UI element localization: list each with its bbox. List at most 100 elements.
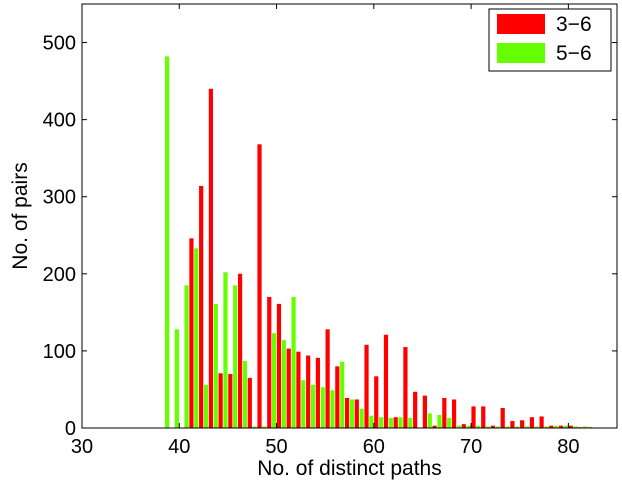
- bar-5-6-x67: [437, 414, 442, 428]
- bar-5-6-x62: [388, 417, 393, 428]
- x-tick-label-30: 30: [71, 436, 93, 458]
- x-axis-label: No. of distinct paths: [257, 457, 441, 480]
- bar-3-6-x54: [315, 357, 320, 428]
- bar-5-6-x46: [233, 285, 238, 428]
- bar-3-6-x66: [432, 425, 437, 428]
- legend-label-3-6: 3−6: [556, 13, 592, 36]
- bar-3-6-x59: [364, 344, 369, 428]
- bar-5-6-x55: [320, 387, 325, 428]
- ticks-layer: 30 40 50 60 70 80 0 100 200 300 400 500: [43, 4, 617, 458]
- bar-3-6-x56: [335, 366, 340, 428]
- bar-3-6-x57: [344, 397, 350, 428]
- bar-5-6-x61: [379, 417, 384, 428]
- bar-3-6-x58: [354, 399, 359, 428]
- bar-3-6-x70: [471, 406, 476, 428]
- bar-3-6-x73: [500, 407, 505, 428]
- bar-5-6-x59: [359, 408, 364, 428]
- bar-3-6-x41: [189, 238, 194, 428]
- bar-3-6-x60: [374, 376, 379, 428]
- x-tick-label-60: 60: [363, 436, 385, 458]
- bar-5-6-x71: [476, 425, 481, 428]
- bar-3-6-x72: [490, 425, 496, 428]
- bar-3-6-x43: [208, 88, 213, 429]
- x-tick-label-40: 40: [168, 436, 190, 458]
- bar-3-6-x65: [422, 395, 427, 428]
- bar-3-6-x64: [413, 391, 418, 428]
- bar-3-6-x45: [228, 374, 233, 428]
- bar-5-6-x47: [242, 360, 248, 428]
- bar-3-6-x62: [393, 417, 398, 428]
- bar-5-6-x43: [203, 384, 209, 428]
- bar-5-6-x57: [340, 361, 345, 428]
- bar-5-6-x82: [583, 426, 588, 428]
- bar-5-6-x74: [505, 426, 510, 428]
- bar-5-6-x66: [427, 413, 432, 428]
- bar-3-6-x46: [237, 273, 243, 428]
- bar-3-6-x53: [306, 355, 311, 428]
- bar-5-6-x45: [223, 272, 228, 428]
- bar-5-6-x40: [174, 329, 179, 428]
- bar-5-6-x68: [447, 417, 452, 428]
- bar-3-6-x48: [257, 144, 262, 428]
- bar-3-6-x76: [529, 417, 534, 428]
- bar-3-6-x75: [520, 420, 525, 428]
- bar-5-6-x48: [252, 426, 257, 428]
- bar-5-6-x49: [262, 426, 267, 428]
- bar-5-6-x76: [524, 426, 530, 428]
- bar-5-6-x58: [349, 399, 355, 428]
- bar-5-6-x80: [563, 425, 569, 428]
- bar-3-6-x77: [539, 416, 544, 428]
- y-tick-label-100: 100: [43, 341, 76, 363]
- bar-5-6-x56: [330, 390, 335, 428]
- bar-3-6-x63: [403, 347, 408, 428]
- bar-5-6-x69: [456, 425, 462, 428]
- bar-3-6-x52: [296, 351, 301, 428]
- bar-5-6-x63: [398, 417, 403, 428]
- bar-5-6-x64: [408, 417, 413, 428]
- bar-3-6-x69: [461, 424, 466, 428]
- bar-5-6-x41: [184, 285, 189, 428]
- bar-3-6-x51: [286, 348, 291, 428]
- bar-3-6-x61: [383, 334, 389, 428]
- bar-5-6-x42: [194, 248, 199, 428]
- bar-3-6-x71: [481, 406, 486, 428]
- y-tick-label-500: 500: [43, 33, 76, 55]
- bar-5-6-x50: [272, 333, 277, 428]
- x-tick-label-50: 50: [265, 436, 287, 458]
- y-tick-label-400: 400: [43, 110, 76, 132]
- bar-3-6-x74: [510, 421, 515, 428]
- bar-3-6-x79: [558, 425, 564, 428]
- bar-5-6-x73: [495, 426, 500, 428]
- bar-5-6-x54: [310, 384, 316, 428]
- bar-5-6-x75: [515, 426, 520, 428]
- bar-3-6-x47: [247, 377, 252, 428]
- bar-5-6-x79: [554, 425, 559, 428]
- legend-swatch-3-6: [497, 14, 545, 34]
- bar-3-6-x80: [568, 425, 573, 428]
- legend-swatch-5-6: [497, 43, 545, 63]
- bar-3-6-x50: [276, 303, 282, 428]
- y-axis-label: No. of pairs: [9, 162, 32, 269]
- bar-5-6-x44: [213, 303, 218, 428]
- bars-layer: [165, 56, 593, 429]
- legend-label-5-6: 5−6: [556, 42, 592, 65]
- y-tick-label-300: 300: [43, 187, 76, 209]
- bar-5-6-x51: [281, 340, 286, 428]
- bar-3-6-x55: [325, 329, 330, 428]
- bar-5-6-x52: [291, 296, 296, 428]
- bar-3-6-x42: [199, 185, 204, 428]
- bar-3-6-x78: [549, 425, 554, 428]
- plot-frame: [81, 3, 618, 429]
- bar-3-6-x67: [442, 397, 447, 428]
- x-tick-label-80: 80: [557, 436, 579, 458]
- legend: 3−6 5−6: [488, 8, 612, 72]
- x-tick-label-70: 70: [460, 436, 482, 458]
- bar-3-6-x44: [218, 373, 223, 428]
- bar-5-6-x53: [301, 380, 306, 428]
- bar-5-6-x60: [369, 415, 374, 428]
- y-tick-label-0: 0: [65, 418, 76, 440]
- bar-5-6-x70: [466, 425, 471, 428]
- bar-3-6-x68: [451, 399, 457, 428]
- bar-5-6-x78: [544, 426, 549, 428]
